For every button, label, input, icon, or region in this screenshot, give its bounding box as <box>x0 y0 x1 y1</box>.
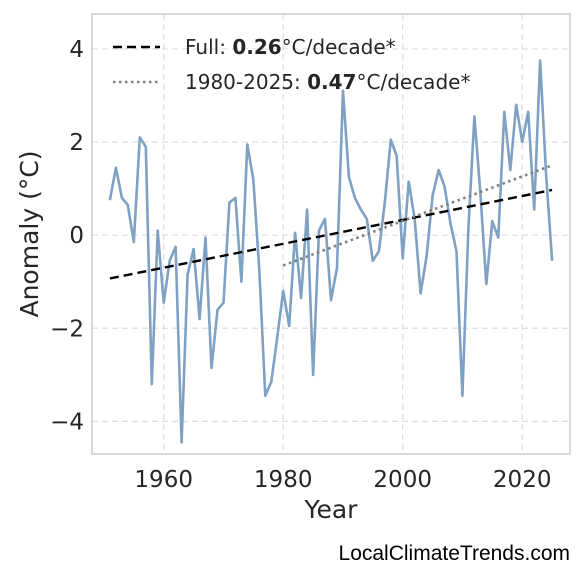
source-credit: LocalClimateTrends.com <box>339 542 570 565</box>
x-tick-label: 2020 <box>493 467 552 493</box>
y-tick-labels: 4 2 0 −2 −4 <box>50 37 84 435</box>
legend-full-slope: 0.26 <box>232 35 281 59</box>
y-tick-label: −2 <box>50 316 84 342</box>
y-axis-title: Anomaly (°C) <box>15 150 44 317</box>
x-tick-label: 1980 <box>254 467 313 493</box>
legend-recent-name: 1980-2025 <box>185 70 294 94</box>
x-tick-labels: 1960 1980 2000 2020 <box>134 467 551 493</box>
grid-lines <box>92 14 570 454</box>
legend-full-label: Full: 0.26°C/decade* <box>185 35 396 59</box>
x-tick-label: 2000 <box>373 467 432 493</box>
legend-recent-slope: 0.47 <box>307 70 356 94</box>
y-tick-label: 2 <box>69 130 84 156</box>
anomaly-series-line <box>108 59 554 444</box>
plot-frame <box>91 13 571 455</box>
y-tick-label: 4 <box>69 37 84 63</box>
x-tick-label: 1960 <box>134 467 193 493</box>
y-tick-label: 0 <box>69 223 84 249</box>
legend-recent-unit: °C/decade* <box>356 70 470 94</box>
legend-full-name: Full <box>185 35 219 59</box>
y-tick-label: −4 <box>50 409 84 435</box>
legend: Full: 0.26°C/decade* 1980-2025: 0.47°C/d… <box>113 35 470 94</box>
legend-recent-label: 1980-2025: 0.47°C/decade* <box>185 70 470 94</box>
legend-full-unit: °C/decade* <box>282 35 396 59</box>
x-axis-title: Year <box>304 495 359 524</box>
full-trend-line <box>109 188 553 280</box>
